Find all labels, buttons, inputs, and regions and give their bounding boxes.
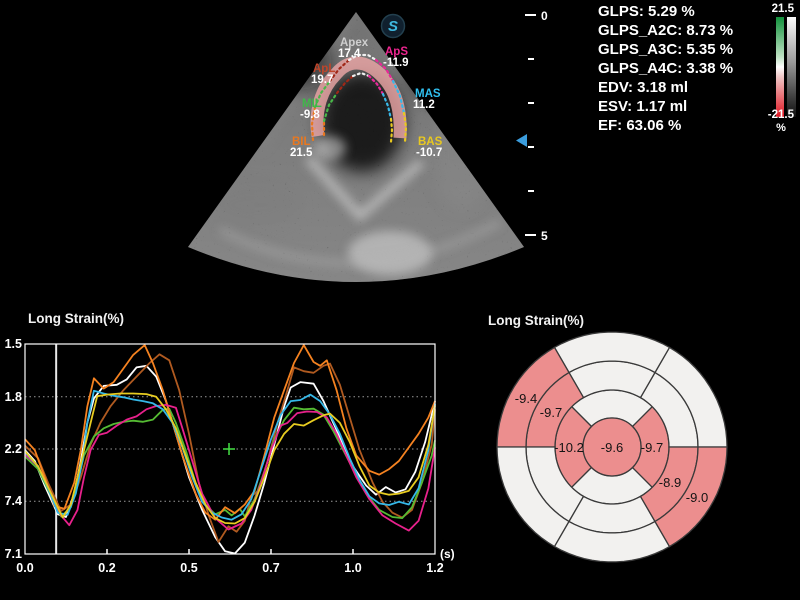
bullseye-title: Long Strain(%) (488, 313, 584, 328)
strain-curve-bas (24, 392, 436, 525)
measurement-line: GLPS_A3C: 5.35 % (598, 41, 734, 58)
depth-ruler: 05 (525, 9, 548, 243)
x-tick-label: 1.2 (426, 561, 443, 575)
segment-value-apex: 17.4 (338, 48, 361, 60)
measurement-line: GLPS_A4C: 3.38 % (598, 60, 734, 77)
roi-contour-apex (351, 71, 371, 78)
y-tick-label: 1.5 (5, 337, 22, 351)
segment-label-bas: BAS (418, 136, 443, 148)
roi-contour-apl (328, 58, 351, 83)
roi-contour-aps (374, 58, 395, 83)
segment-label-aps: ApS (385, 46, 408, 58)
roi-contour-mas (381, 92, 393, 121)
bullseye-segment-ring2 (654, 446, 728, 548)
bullseye-segment-value: -10.2 (554, 440, 584, 455)
strain-chart: 0.0 0.2 0.5 0.7 1.0 1.2(s) 1.5 1.8 2.2 7.4 7.1 (5, 337, 455, 575)
y-tick-label: 7.4 (5, 494, 22, 508)
x-tick-label: 0.0 (16, 561, 33, 575)
bullseye-segment-value: -9.7 (540, 405, 562, 420)
segment-label-mas: MAS (415, 88, 441, 100)
valve-structure (304, 154, 425, 223)
probe-logo-letter: S (388, 18, 398, 35)
x-tick-label: 0.2 (98, 561, 115, 575)
depth-label-bottom: 5 (541, 229, 548, 243)
y-tick-label: 1.8 (5, 390, 22, 404)
roi-contour-bas (402, 111, 408, 144)
segment-label-apex: Apex (340, 37, 369, 49)
measurement-line: EF: 63.06 % (598, 117, 682, 134)
bullseye-segment-value: -9.4 (515, 391, 537, 406)
segment-label-mil: MIL (302, 98, 322, 110)
segment-value-bil: 21.5 (290, 147, 313, 159)
segment-label-bil: BIL (292, 136, 311, 148)
roi-contour-apl (335, 74, 355, 95)
roi-contour-apex (347, 53, 378, 62)
segment-value-apl: 19.7 (311, 74, 333, 86)
measurement-panel: GLPS: 5.29 % GLPS_A2C: 8.73 % GLPS_A3C: 5.… (598, 2, 733, 135)
grayscale-colorbar (787, 17, 796, 117)
bullseye-apex-value: -9.6 (601, 440, 623, 455)
chart-crosshair[interactable] (223, 443, 236, 455)
depth-label-top: 0 (541, 9, 548, 23)
strain-curve-apl (24, 353, 436, 543)
measurement-line: EDV: 3.18 ml (598, 79, 689, 96)
measurement-line: GLPS_A2C: 8.73 % (598, 22, 734, 39)
strain-curve-mas (24, 389, 436, 521)
x-tick-label: 1.0 (344, 561, 361, 575)
colorbar-max-label: 21.5 (771, 3, 794, 15)
roi-contour-mil (322, 91, 339, 123)
roi-contour-mil (313, 79, 332, 109)
x-axis-unit: (s) (440, 547, 455, 561)
bullseye-apex-segment (582, 417, 642, 477)
segment-label-apl: ApL (313, 63, 335, 75)
measurement-line: ESV: 1.17 ml (598, 98, 688, 115)
bullseye-segment-value: -9.7 (641, 440, 663, 455)
bullseye-segment-value: -9.0 (686, 490, 708, 505)
roi-contour-bas (389, 117, 394, 144)
strain-chart-title: Long Strain(%) (28, 311, 124, 326)
bullseye-segment-value: -8.9 (659, 475, 681, 490)
segment-value-aps: -11.9 (383, 57, 409, 69)
segment-value-bas: -10.7 (416, 147, 442, 159)
probe-logo: S (380, 13, 406, 39)
focus-marker-icon[interactable] (516, 134, 527, 147)
roi-contour-aps (367, 74, 385, 96)
y-tick-label: 2.2 (5, 442, 22, 456)
strain-curve-aps (24, 404, 436, 532)
strain-roi-band[interactable] (310, 56, 407, 139)
strain-curve-bil (24, 344, 436, 521)
roi-contour-mas (391, 79, 406, 115)
roi-contour-bil (310, 105, 317, 142)
x-tick-label: 0.5 (180, 561, 197, 575)
y-tick-label: 7.1 (5, 547, 22, 561)
segment-value-mas: 11.2 (413, 99, 435, 111)
pericardium-arc (218, 219, 502, 266)
strain-colorbar (776, 17, 784, 117)
bullseye-map: -9.6 -10.2 -9.7 -9.7 -8.9 -9.4 -9.0 (496, 331, 728, 563)
colorbar-min-label: -21.5 (767, 109, 794, 121)
x-tick-label: 0.7 (262, 561, 279, 575)
colorbar-unit-label: % (776, 122, 786, 134)
plot-border (24, 343, 436, 555)
measurement-line: GLPS: 5.29 % (598, 3, 695, 20)
segment-value-mil: -9.8 (300, 109, 320, 121)
strain-roi-contours (310, 53, 408, 144)
